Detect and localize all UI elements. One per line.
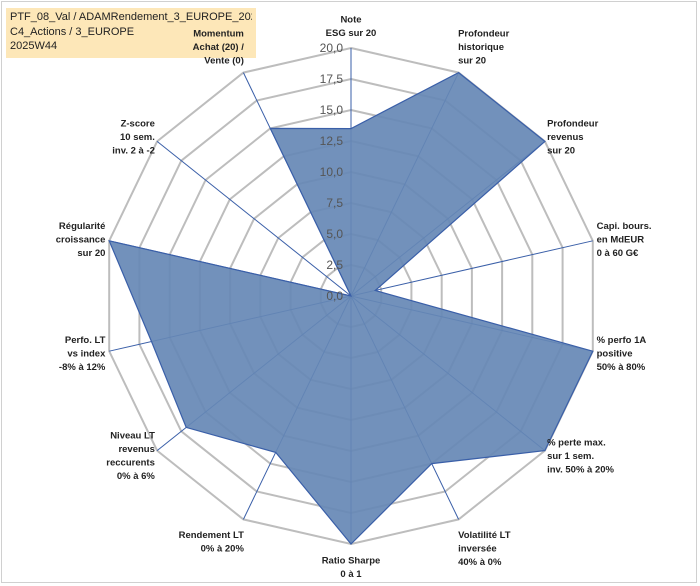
axis-label-line: Momentum	[193, 28, 244, 39]
axis-label: % perfo 1A positive 50% à 80%	[597, 335, 647, 373]
axis-label-line: 0 à 1	[340, 569, 362, 580]
axis-label: Régularité croissance sur 20	[56, 221, 106, 259]
axis-label-line: sur 1 sem.	[547, 451, 594, 462]
axis-label-line: ESG sur 20	[326, 28, 377, 39]
radial-tick-label: 5,0	[326, 227, 343, 241]
axis-label-line: Perfo. LT	[65, 335, 106, 346]
title-line-1: PTF_08_Val / ADAMRendement_3_EUROPE_2024…	[10, 11, 252, 23]
axis-label: Perfo. LT vs index -8% à 12%	[59, 335, 106, 373]
radial-tick-label: 10,0	[320, 165, 344, 179]
axis-label-line: en MdEUR	[597, 234, 645, 245]
axis-label-line: positive	[597, 348, 633, 359]
axis-label-line: Ratio Sharpe	[322, 556, 381, 567]
axis-label-line: Régularité	[59, 221, 105, 232]
axis-label-line: 0% à 6%	[117, 471, 156, 482]
axis-label-line: -8% à 12%	[59, 362, 106, 373]
axis-label-line: Capi. bours.	[597, 221, 652, 232]
axis-label: Note ESG sur 20	[326, 15, 377, 40]
axis-label-line: Niveau LT	[110, 431, 155, 442]
radial-tick-label: 0,0	[326, 289, 343, 303]
radial-tick-label: 20,0	[320, 41, 344, 55]
axis-label-line: 50% à 80%	[597, 362, 646, 373]
axis-label-line: sur 20	[77, 248, 105, 259]
axis-label-line: vs index	[67, 348, 106, 359]
axis-label-line: revenus	[547, 132, 583, 143]
axis-label-line: Rendement LT	[179, 530, 244, 541]
axis-label-line: historique	[458, 42, 504, 53]
axis-label-line: 40% à 0%	[458, 557, 502, 568]
axis-label: Rendement LT 0% à 20%	[179, 530, 245, 555]
axis-label-line: inv. 50% à 20%	[547, 465, 614, 476]
axis-label: Profondeur historique sur 20	[458, 28, 509, 66]
axis-label-line: Achat (20) /	[193, 42, 245, 53]
axis-label: % perte max. sur 1 sem. inv. 50% à 20%	[547, 438, 614, 476]
axis-label: Profondeur revenus sur 20	[547, 118, 598, 156]
axis-label-line: Profondeur	[547, 118, 598, 129]
axis-spoke	[350, 240, 593, 297]
axis-label-line: Profondeur	[458, 28, 509, 39]
axis-label-line: revenus	[118, 444, 154, 455]
axis-label: Niveau LT revenus reccurents 0% à 6%	[106, 431, 155, 483]
axis-label-line: 0% à 20%	[201, 544, 245, 555]
axis-label-line: inv. 2 à -2	[112, 145, 155, 156]
axis-label-line: sur 20	[458, 55, 486, 66]
radial-tick-label: 17,5	[320, 72, 344, 86]
axis-label-line: Vente (0)	[204, 55, 244, 66]
title-line-3: 2025W44	[10, 40, 58, 52]
series-area	[108, 71, 594, 545]
axis-label: Capi. bours. en MdEUR 0 à 60 G€	[597, 221, 652, 259]
chart-title-box: PTF_08_Val / ADAMRendement_3_EUROPE_2024…	[6, 8, 256, 58]
axis-label-line: sur 20	[547, 145, 575, 156]
axis-label-line: Volatilité LT	[458, 530, 511, 541]
axis-label: Momentum Achat (20) / Vente (0)	[193, 28, 245, 66]
axis-label: Z-score 10 sem. inv. 2 à -2	[112, 118, 155, 156]
axis-label-line: Note	[340, 15, 361, 26]
radial-tick-label: 15,0	[320, 103, 344, 117]
axis-label: Volatilité LT inversée 40% à 0%	[458, 530, 511, 568]
axis-label-line: croissance	[56, 234, 106, 245]
axis-label: Ratio Sharpe 0 à 1	[322, 556, 381, 581]
axis-label-line: inversée	[458, 544, 497, 555]
axis-spoke	[156, 141, 352, 297]
radial-tick-label: 12,5	[320, 134, 344, 148]
axis-label-line: reccurents	[106, 458, 155, 469]
axis-label-line: % perfo 1A	[597, 335, 647, 346]
axis-label-line: 10 sem.	[120, 132, 155, 143]
radial-tick-label: 2,5	[326, 258, 343, 272]
axis-label-line: Z-score	[121, 118, 155, 129]
radial-tick-label: 7,5	[326, 196, 343, 210]
axis-label-line: % perte max.	[547, 438, 606, 449]
axis-label-line: 0 à 60 G€	[597, 248, 639, 259]
title-line-2: C4_Actions / 3_EUROPE	[10, 25, 135, 38]
